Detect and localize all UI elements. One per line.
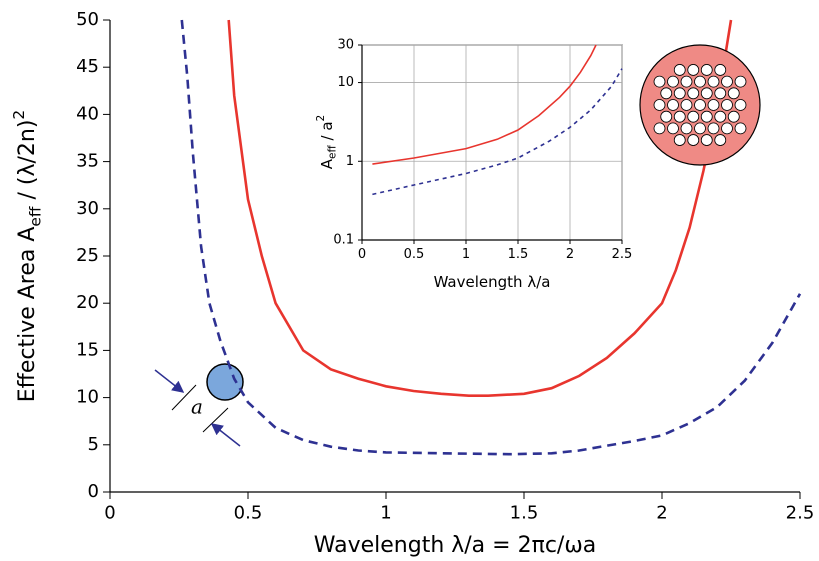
y-tick-label: 20 (76, 292, 99, 313)
fiber-hole (667, 122, 679, 135)
fiber-hole (721, 99, 733, 111)
y-axis-label: Effective Area Aeff / (λ/2n)2 (10, 110, 45, 402)
fiber-diagram (639, 44, 761, 166)
fiber-hole (694, 99, 706, 111)
x-tick-label: 0 (358, 247, 366, 262)
x-tick-label: 1 (462, 247, 470, 262)
x-tick-label: 2.5 (786, 502, 815, 523)
fiber-hole (727, 87, 740, 100)
x-tick-label: 0.5 (404, 247, 425, 262)
fiber-hole (687, 87, 700, 100)
fiber-hole (673, 87, 686, 100)
series-line (372, 44, 597, 165)
fiber-hole (687, 64, 700, 76)
x-tick-label: 0 (104, 502, 115, 523)
x-tick-label: 1.5 (508, 247, 529, 262)
y-tick-label: 30 (76, 198, 99, 219)
fiber-hole (660, 87, 673, 100)
fiber-hole (734, 99, 747, 111)
inset-background (361, 44, 623, 241)
y-axis-label-sub: eff (26, 206, 44, 226)
y-tick-label: 30 (337, 38, 354, 53)
fiber-hole (653, 122, 666, 135)
fiber-hole (714, 134, 727, 146)
y-tick-label: 5 (88, 434, 99, 455)
fiber-hole (694, 75, 706, 88)
fiber-hole (667, 75, 679, 88)
y-axis-label-rest: / a (318, 121, 336, 145)
fiber-hole (700, 110, 713, 123)
x-tick-label: 2 (656, 502, 667, 523)
fiber-hole (667, 99, 679, 111)
fiber-hole (714, 110, 727, 123)
y-tick-label: 1 (346, 154, 354, 169)
y-tick-label: 50 (76, 9, 99, 30)
y-axis-label-sup: 2 (10, 110, 28, 120)
y-tick-label: 10 (337, 75, 354, 90)
y-tick-label: 45 (76, 56, 99, 77)
y-tick-label: 10 (76, 387, 99, 408)
x-axis-label-text: Wavelength λ/a = 2πc/ωa (314, 533, 597, 558)
fiber-hole (707, 122, 720, 135)
x-tick-label: 1 (380, 502, 391, 523)
x-tick-label: 0.5 (234, 502, 263, 523)
y-axis-label-text: Effective Area A (15, 227, 40, 403)
fiber-hole (727, 110, 740, 123)
fiber-hole (694, 122, 706, 135)
x-axis-label-text: Wavelength λ/a (434, 273, 551, 291)
y-axis-label-rest: / (λ/2n) (15, 120, 40, 207)
fiber-hole (714, 87, 727, 100)
fiber-hole (700, 134, 713, 146)
fiber-hole (734, 75, 747, 88)
fiber-hole (653, 99, 666, 111)
x-tick-label: 2 (566, 247, 574, 262)
y-tick-label: 40 (76, 103, 99, 124)
fiber-hole (673, 64, 686, 76)
y-axis-label: Aeff / a2 (315, 115, 338, 169)
fiber-hole (673, 134, 686, 146)
fiber-hole (734, 122, 747, 135)
x-axis-label: Wavelength λ/a (434, 273, 551, 291)
series-line (180, 19, 802, 456)
single-hole-diagram (154, 363, 244, 447)
fiber-hole (680, 75, 693, 88)
y-tick-label: 0.1 (333, 233, 354, 248)
y-tick-label: 25 (76, 245, 99, 266)
fiber-hole (707, 75, 720, 88)
fiber-hole (707, 99, 720, 111)
fiber-hole (687, 110, 700, 123)
fiber-hole (700, 87, 713, 100)
y-tick-label: 0 (88, 481, 99, 502)
x-tick-label: 2.5 (612, 247, 633, 262)
y-axis-label-text: A (318, 158, 336, 169)
y-axis-label-sup: 2 (315, 115, 327, 122)
series-line (227, 19, 733, 397)
fiber-hole (687, 134, 700, 146)
y-tick-label: 15 (76, 339, 99, 360)
fiber-hole (714, 64, 727, 76)
fiber-hole (660, 110, 673, 123)
fiber-hole (653, 75, 666, 88)
fiber-hole (721, 122, 733, 135)
fiber-hole (680, 122, 693, 135)
x-tick-label: 1.5 (510, 502, 539, 523)
annotation: a (191, 395, 203, 419)
fiber-hole (700, 64, 713, 76)
y-tick-label: 35 (76, 151, 99, 172)
fiber-hole (721, 75, 733, 88)
fiber-hole (673, 110, 686, 123)
y-axis-label-sub: eff (326, 145, 338, 159)
x-axis-label: Wavelength λ/a = 2πc/ωa (314, 533, 597, 558)
fiber-hole (680, 99, 693, 111)
